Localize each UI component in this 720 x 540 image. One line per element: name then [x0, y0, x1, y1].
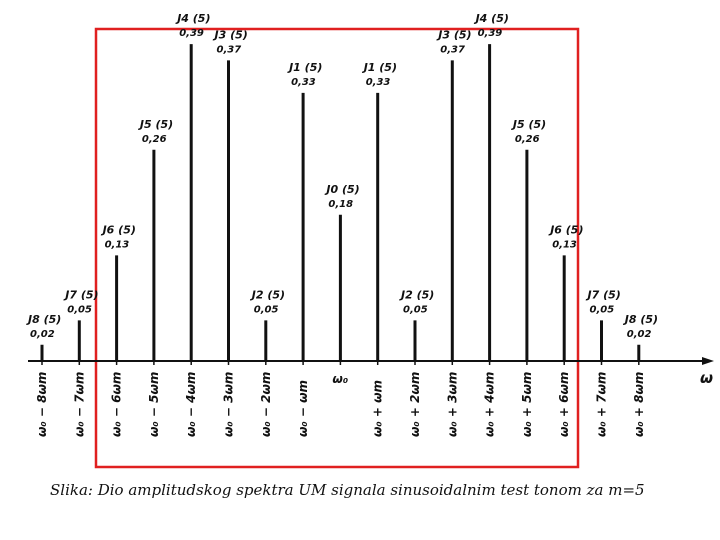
tick-label: ω₀ + 3ωm	[445, 372, 459, 437]
tick-label: ω₀ − 6ωm	[110, 372, 124, 437]
value-label: 0,39	[179, 28, 204, 39]
bessel-label: J8 (5)	[623, 313, 658, 326]
value-label: 0,13	[552, 239, 577, 250]
value-label: 0,05	[403, 304, 428, 315]
tick-label: ω₀ + 6ωm	[557, 372, 571, 437]
tick-label: ω₀ + 5ωm	[520, 372, 534, 437]
tick-label: ω₀ − 8ωm	[35, 372, 49, 437]
bessel-label: J0 (5)	[324, 183, 359, 196]
tick-label: ω₀ − ωm	[296, 380, 310, 437]
tick-label: ω₀ + 2ωm	[408, 372, 422, 437]
value-label: 0,18	[328, 199, 353, 210]
value-label: 0,05	[254, 304, 279, 315]
x-axis-arrow	[702, 357, 714, 365]
figure-caption: Slika: Dio amplitudskog spektra UM signa…	[50, 481, 645, 499]
tick-label: ω₀ − 3ωm	[222, 372, 236, 437]
tick-label: ω₀ + 4ωm	[483, 372, 497, 437]
bessel-label: J2 (5)	[250, 288, 285, 301]
bessel-label: J4 (5)	[175, 12, 210, 25]
bessel-label: J3 (5)	[436, 28, 471, 41]
bessel-label: J7 (5)	[63, 288, 98, 301]
value-label: 0,37	[217, 44, 242, 55]
value-label: 0,02	[30, 329, 55, 340]
value-label: 0,26	[515, 134, 540, 145]
tick-label: ω₀ − 5ωm	[147, 372, 161, 437]
tick-label: ω₀ − 7ωm	[72, 372, 86, 437]
bessel-label: J8 (5)	[26, 313, 61, 326]
bessel-label: J7 (5)	[586, 288, 621, 301]
value-label: 0,37	[440, 44, 465, 55]
value-label: 0,33	[291, 77, 316, 88]
bessel-label: J5 (5)	[138, 118, 173, 131]
tick-label: ω₀ − 2ωm	[259, 372, 273, 437]
tick-label: ω₀ + ωm	[371, 380, 385, 437]
x-axis-label: ω	[700, 369, 713, 387]
value-label: 0,05	[67, 304, 92, 315]
bessel-label: J3 (5)	[213, 28, 248, 41]
bessel-label: J4 (5)	[474, 12, 509, 25]
value-label: 0,13	[105, 239, 130, 250]
value-label: 0,05	[590, 304, 615, 315]
tick-label: ω₀ + 8ωm	[632, 372, 646, 437]
bessel-label: J6 (5)	[548, 223, 583, 236]
tick-label: ω₀	[332, 372, 348, 386]
bessel-label: J5 (5)	[511, 118, 546, 131]
tick-label: ω₀ − 4ωm	[184, 372, 198, 437]
tick-label: ω₀ + 7ωm	[595, 372, 609, 437]
bessel-label: J6 (5)	[101, 223, 136, 236]
value-label: 0,33	[366, 77, 391, 88]
value-label: 0,02	[627, 329, 652, 340]
bessel-label: J1 (5)	[362, 61, 397, 74]
bessel-label: J1 (5)	[287, 61, 322, 74]
value-label: 0,26	[142, 134, 167, 145]
bessel-label: J2 (5)	[399, 288, 434, 301]
value-label: 0,39	[478, 28, 503, 39]
highlight-frame	[94, 27, 580, 469]
